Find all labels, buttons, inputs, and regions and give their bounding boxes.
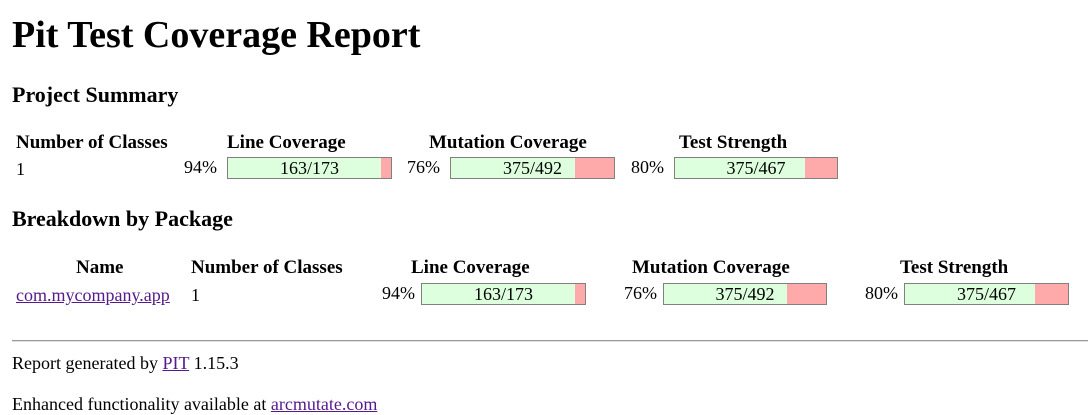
summary-test-strength-ratio: 375/467 [726,158,786,178]
summary-header-test-strength: Test Strength [679,132,788,153]
summary-header-classes: Number of Classes [16,132,168,153]
breakdown-heading: Breakdown by Package [12,206,233,231]
package-test-strength-bar: 375/467 [904,283,1069,305]
divider [12,340,1088,342]
package-mutation-percent: 76% [624,283,657,303]
package-line-coverage-ratio: 163/173 [473,284,533,304]
arcmutate-link[interactable]: arcmutate.com [270,394,378,414]
summary-header-line-coverage: Line Coverage [227,132,346,153]
pit-link[interactable]: PIT [162,353,190,373]
package-mutation-coverage-ratio: 375/492 [715,284,775,304]
package-line-coverage-bar: 163/173 [421,283,586,305]
breakdown-header-line-coverage: Line Coverage [411,257,530,278]
summary-test-strength-bar: 375/467 [674,157,838,179]
package-strength-percent: 80% [865,283,898,303]
page-title: Pit Test Coverage Report [12,14,421,56]
breakdown-header-name: Name [76,257,124,278]
breakdown-header-classes: Number of Classes [191,257,343,278]
summary-test-strength-fill [675,158,805,178]
summary-line-coverage-fill [228,158,382,178]
project-summary-heading: Project Summary [12,82,179,107]
summary-mutation-coverage-bar: 375/492 [450,157,615,179]
pit-version: 1.15.3 [193,353,239,373]
summary-mutation-coverage-ratio: 375/492 [502,158,562,178]
package-classes-value: 1 [191,285,200,305]
enhanced-functionality-line: Enhanced functionality available at arcm… [12,393,377,415]
enhanced-prefix: Enhanced functionality available at [12,394,267,414]
summary-strength-percent: 80% [631,157,664,177]
package-test-strength-fill [905,284,1036,304]
package-link[interactable]: com.mycompany.app [16,285,170,305]
package-mutation-coverage-bar: 375/492 [663,283,827,305]
package-test-strength-ratio: 375/467 [956,284,1016,304]
summary-line-coverage-bar: 163/173 [227,157,392,179]
summary-line-percent: 94% [184,157,217,177]
summary-mutation-coverage-fill [451,158,575,178]
report-generated-line: Report generated by PIT 1.15.3 [12,352,239,374]
generated-prefix: Report generated by [12,353,158,373]
breakdown-header-mutation-coverage: Mutation Coverage [632,257,790,278]
package-line-coverage-fill [422,284,576,304]
summary-header-mutation-coverage: Mutation Coverage [429,132,587,153]
summary-mutation-percent: 76% [407,157,440,177]
package-line-percent: 94% [382,283,415,303]
breakdown-header-test-strength: Test Strength [900,257,1009,278]
summary-classes-value: 1 [16,159,25,179]
package-mutation-coverage-fill [664,284,788,304]
summary-line-coverage-ratio: 163/173 [279,158,339,178]
